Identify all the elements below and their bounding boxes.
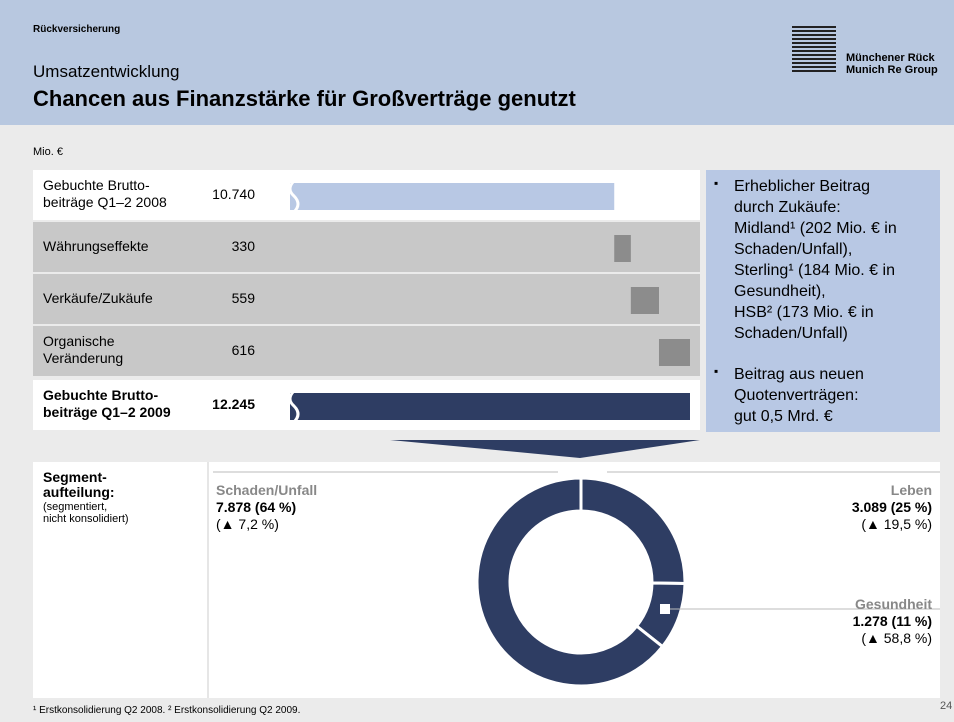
bar [614, 235, 631, 262]
bullet-mark: ▪ [714, 364, 719, 378]
segment-title: Segment- aufteilung: [43, 469, 115, 500]
footnote: ¹ Erstkonsolidierung Q2 2008. ² Erstkons… [33, 705, 301, 716]
segment-name: Leben [890, 482, 932, 498]
row-label: Verkäufe/Zukäufe [43, 290, 153, 306]
unit: Mio. € [33, 146, 63, 158]
value-label: 12.245 [212, 396, 255, 412]
page-number: 24 [940, 700, 953, 712]
row-label: Währungseffekte [43, 238, 149, 254]
donut [213, 467, 940, 688]
title: Chancen aus Finanzstärke für Großverträg… [33, 86, 576, 111]
donut-segment [475, 476, 665, 688]
bullet: Erheblicher Beitrag durch Zukäufe: Midla… [734, 178, 897, 342]
row-label: Gebuchte Brutto- beiträge Q1–2 2009 [43, 387, 171, 420]
row-label: Gebuchte Brutto- beiträge Q1–2 2008 [43, 177, 167, 210]
waterfall [33, 170, 700, 430]
axis-break [288, 179, 300, 214]
bar [290, 393, 690, 420]
axis-break [288, 389, 300, 424]
segment-value: 7.878 (64 %) [216, 499, 297, 515]
bar [290, 183, 615, 210]
row-bg [33, 326, 700, 376]
marker [660, 604, 670, 614]
bullet-mark: ▪ [714, 176, 719, 190]
arrow [390, 440, 700, 458]
marker [558, 467, 568, 477]
value-label: 330 [231, 238, 255, 254]
section: Rückversicherung [33, 24, 121, 35]
value-label: 616 [231, 342, 255, 358]
row-bg [33, 222, 700, 272]
bar [630, 287, 659, 314]
logo-mark [792, 26, 836, 72]
segment-value: 3.089 (25 %) [851, 499, 932, 515]
logo-text: Münchener Rück [846, 52, 935, 64]
segment-change: (▲ 7,2 %) [216, 516, 279, 532]
segment-name: Gesundheit [854, 596, 932, 612]
segment-name: Schaden/Unfall [216, 482, 318, 498]
value-label: 559 [231, 290, 255, 306]
logo-text: Munich Re Group [846, 64, 938, 76]
segment-value: 1.278 (11 %) [852, 613, 932, 629]
segment-change: (▲ 19,5 %) [861, 516, 932, 532]
bullet: Beitrag aus neuen Quotenverträgen: gut 0… [734, 366, 864, 425]
subtitle: Umsatzentwicklung [33, 62, 180, 81]
row-bg [33, 274, 700, 324]
bar [658, 339, 690, 366]
segment-subtitle: (segmentiert, nicht konsolidiert) [43, 501, 129, 525]
marker [597, 467, 607, 477]
row-label: Organische Veränderung [43, 333, 124, 366]
segment-change: (▲ 58,8 %) [861, 630, 932, 646]
value-label: 10.740 [212, 186, 255, 202]
note-box [706, 170, 940, 432]
